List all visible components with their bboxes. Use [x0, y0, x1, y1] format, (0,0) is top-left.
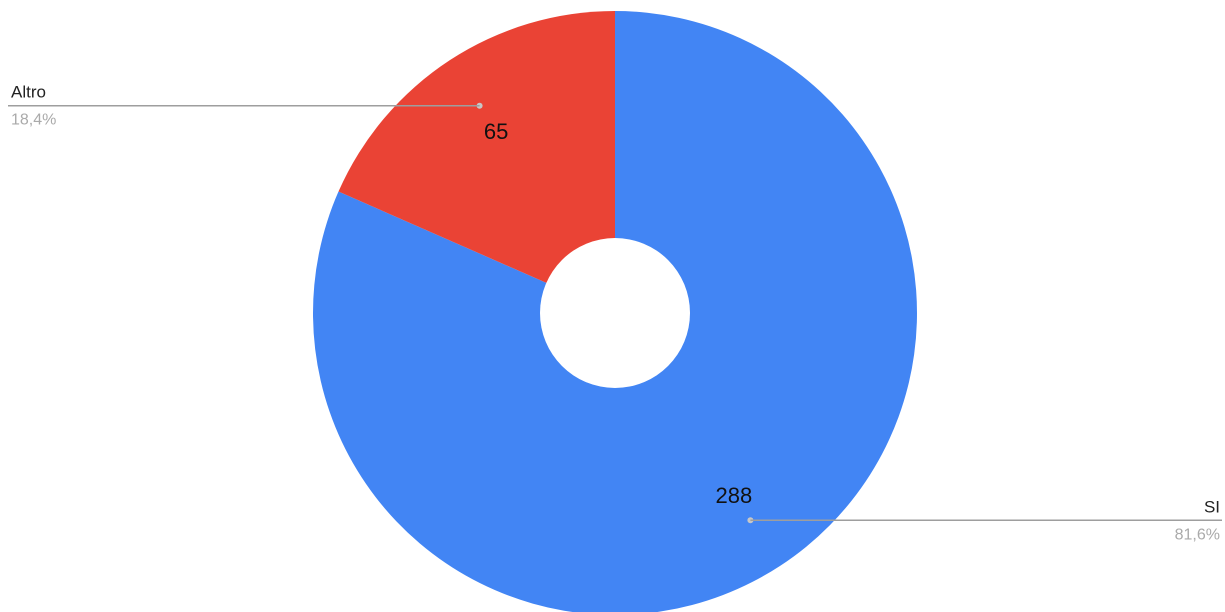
slice-value-label-altro: 65: [484, 119, 508, 144]
labels-layer: 288 SI 81,6% 65 Altro 18,4%: [11, 83, 1220, 544]
callout-label-si: SI: [1204, 497, 1220, 516]
callout-label-altro: Altro: [11, 83, 46, 102]
slice-altro[interactable]: [338, 11, 615, 313]
leader-lines-layer: [8, 102, 1222, 524]
callout-percent-altro: 18,4%: [11, 112, 56, 129]
slice-value-label-si: 288: [716, 483, 753, 508]
donut-hole: [540, 238, 690, 388]
callout-percent-si: 81,6%: [1175, 526, 1220, 543]
